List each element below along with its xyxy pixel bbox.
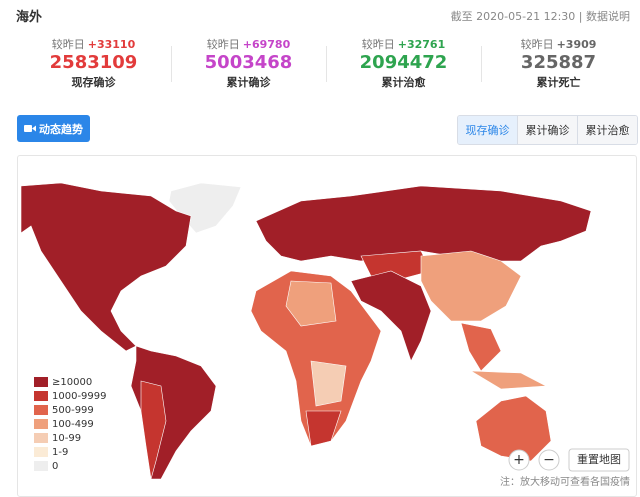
trend-button[interactable]: 动态趋势 — [17, 115, 90, 142]
zoom-in-label[interactable]: + — [513, 452, 525, 468]
africa-north — [285, 280, 337, 327]
zoom-out-button[interactable] — [538, 449, 560, 471]
trend-label: 动态趋势 — [39, 122, 83, 136]
reset-label[interactable]: 重置地图 — [577, 452, 621, 466]
legend-swatch — [34, 391, 48, 401]
timestamp-bar: 截至 2020-05-21 12:30 | 数据说明 — [450, 10, 630, 23]
divider — [326, 46, 327, 82]
countries — [20, 182, 592, 480]
australia — [475, 395, 552, 462]
legend-label: 1000-9999 — [52, 391, 107, 402]
central-asia — [360, 250, 432, 280]
legend-swatch — [34, 461, 48, 471]
legend-label: 500-999 — [52, 405, 94, 416]
page-title: 海外 — [16, 10, 43, 25]
stat-label: 累计确诊 — [226, 76, 271, 89]
stat-delta-row: 较昨日 +69780 — [171, 36, 326, 52]
africa — [250, 270, 382, 447]
middle-east-india — [350, 270, 432, 362]
north-america — [20, 182, 192, 352]
stat-label: 累计治愈 — [381, 76, 426, 89]
legend-swatch — [34, 433, 48, 443]
divider — [171, 46, 172, 82]
stat: 较昨日 +32761 2094472 累计治愈 — [326, 36, 481, 90]
stat: 较昨日 +69780 5003468 累计确诊 — [171, 36, 326, 90]
stat: 较昨日 +33110 2583109 现存确诊 — [16, 36, 171, 90]
divider — [481, 46, 482, 82]
tabs: 现存确诊 累计确诊 累计治愈 — [457, 115, 638, 145]
legend-label: 0 — [52, 461, 58, 472]
stat: 较昨日 +3909 325887 累计死亡 — [481, 36, 636, 90]
south-america-west — [140, 380, 167, 480]
legend: ≥10000 1000-9999 500-999 100-499 10-99 1-9 0 — [34, 377, 107, 472]
delta-label: 较昨日 — [520, 38, 554, 51]
legend-swatch — [34, 377, 48, 387]
stat-value: 5003468 — [204, 52, 293, 73]
china — [420, 250, 522, 322]
map-panel: ≥10000 1000-9999 500-999 100-499 10-99 1-9 0 +… — [17, 155, 637, 497]
europe-russia — [255, 185, 592, 262]
stat-label: 累计死亡 — [536, 76, 581, 89]
legend-label: 100-499 — [52, 419, 94, 430]
stat-label: 现存确诊 — [71, 76, 116, 89]
zoom-out-label[interactable]: − — [543, 452, 555, 468]
info-link[interactable]: 数据说明 — [586, 10, 630, 23]
delta-label: 较昨日 — [51, 38, 85, 51]
map-controls: + − 重置地图 注：放大移动可查看各国疫情 — [500, 448, 630, 488]
stat-delta-row: 较昨日 +3909 — [481, 36, 636, 52]
tab[interactable]: 累计确诊 — [517, 116, 577, 144]
legend-label: 1-9 — [52, 447, 68, 458]
delta-label: 较昨日 — [206, 38, 240, 51]
southeast-asia — [460, 322, 502, 372]
legend-swatch — [34, 419, 48, 429]
africa-central — [310, 360, 347, 407]
delta: +33110 — [87, 38, 136, 51]
stat-value: 2583109 — [49, 52, 138, 73]
legend-swatch — [34, 405, 48, 415]
map[interactable]: ≥10000 1000-9999 500-999 100-499 10-99 1-9 0 +… — [18, 156, 636, 492]
delta-label: 较昨日 — [361, 38, 395, 51]
legend-swatch — [34, 447, 48, 457]
delta: +69780 — [242, 38, 291, 51]
video-icon — [24, 125, 36, 132]
legend-label: ≥10000 — [52, 377, 92, 388]
stat-delta-row: 较昨日 +33110 — [16, 36, 171, 52]
map-note: 注：放大移动可查看各国疫情 — [500, 475, 630, 488]
zoom-in-button[interactable] — [508, 449, 530, 471]
tab[interactable]: 现存确诊 — [458, 116, 517, 144]
stat-delta-row: 较昨日 +32761 — [326, 36, 481, 52]
delta: +3909 — [556, 38, 597, 51]
indonesia — [470, 370, 548, 390]
stat-value: 2094472 — [359, 52, 448, 73]
tab[interactable]: 累计治愈 — [577, 116, 637, 144]
delta: +32761 — [397, 38, 446, 51]
africa-south — [305, 410, 342, 447]
legend-label: 10-99 — [52, 433, 81, 444]
stat-value: 325887 — [520, 52, 597, 73]
timestamp: 截至 2020-05-21 12:30 — [450, 10, 576, 23]
reset-button[interactable] — [568, 448, 630, 472]
